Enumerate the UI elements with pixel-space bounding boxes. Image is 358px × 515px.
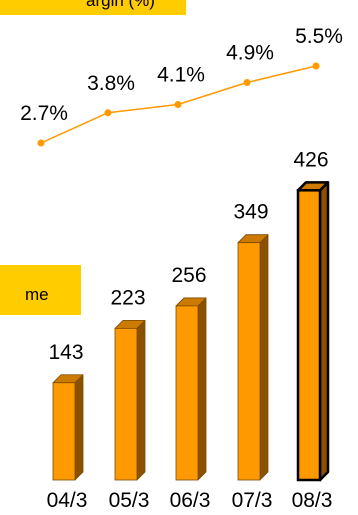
bar — [238, 243, 260, 480]
line-point — [175, 101, 182, 108]
line-data-label: 2.7% — [20, 102, 68, 125]
x-tick-label: 04/3 — [47, 489, 88, 512]
bar-side — [137, 320, 145, 480]
bar-data-label: 143 — [48, 341, 83, 364]
line-point — [38, 140, 45, 147]
line-point — [105, 109, 112, 116]
x-tick-label: 07/3 — [232, 489, 273, 512]
line-point — [313, 63, 320, 70]
bar-data-label: 349 — [233, 201, 268, 224]
bar — [115, 328, 137, 480]
x-tick-label: 08/3 — [292, 489, 333, 512]
line-point — [244, 79, 251, 86]
bar-side — [260, 235, 268, 480]
bar-data-label: 426 — [293, 148, 328, 171]
bar — [298, 190, 320, 480]
x-tick-label: 05/3 — [109, 489, 150, 512]
bar — [53, 383, 75, 480]
bar-data-label: 223 — [110, 286, 145, 309]
bar-data-label: 256 — [171, 264, 206, 287]
line-data-label: 3.8% — [87, 72, 135, 95]
line-data-label: 4.9% — [226, 42, 274, 65]
line-data-label: 5.5% — [295, 25, 343, 48]
bar — [176, 306, 198, 480]
bar-side — [75, 375, 83, 480]
bar-side — [198, 298, 206, 480]
line-data-label: 4.1% — [157, 64, 205, 87]
x-tick-label: 06/3 — [170, 489, 211, 512]
